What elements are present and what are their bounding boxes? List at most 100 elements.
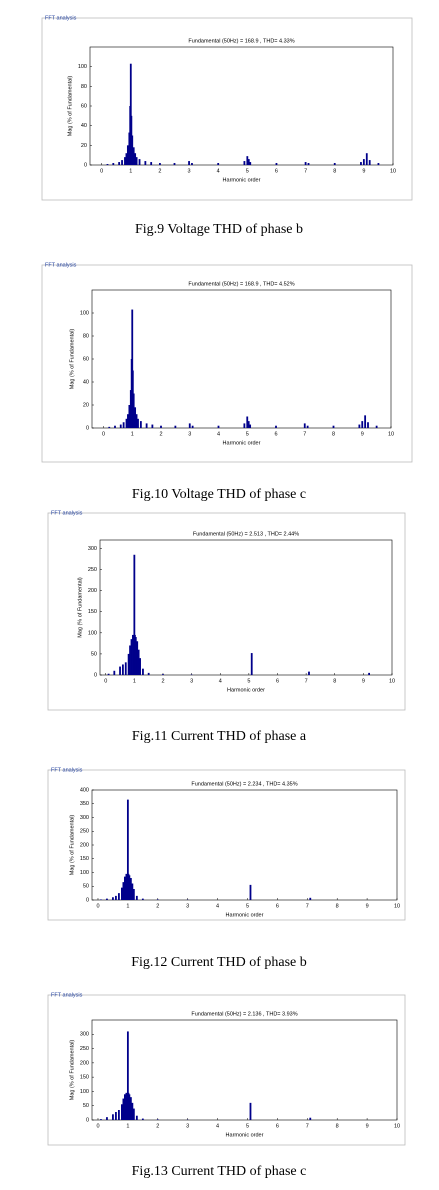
figure-caption: Fig.9 Voltage THD of phase b	[135, 222, 303, 237]
spectrum-bar	[364, 415, 367, 428]
panel-frame	[41, 17, 413, 201]
figure-caption: Fig.13 Current THD of phase c	[132, 1164, 307, 1179]
x-tick-label: 1	[129, 168, 132, 174]
spectrum-bar	[126, 145, 129, 165]
x-tick-label: 5	[246, 903, 249, 909]
spectrum-bar	[124, 662, 127, 675]
x-tick-label: 6	[275, 168, 278, 174]
y-tick-label: 0	[94, 672, 97, 678]
y-tick-label: 40	[81, 123, 87, 129]
y-axis-label: Mag (% of Fundamental)	[77, 577, 83, 638]
spectrum-bar	[151, 424, 154, 428]
y-tick-label: 100	[78, 64, 87, 70]
y-axis-label: Mag (% of Fundamental)	[69, 329, 75, 390]
spectrum-bar	[136, 641, 139, 675]
y-tick-label: 150	[80, 1075, 89, 1081]
spectrum-bar	[156, 899, 159, 900]
spectrum-bar	[131, 135, 134, 165]
spectrum-bar	[309, 1117, 312, 1120]
panel-title: FFT analysis	[45, 15, 77, 21]
x-tick-label: 10	[389, 678, 395, 684]
y-tick-label: 250	[88, 567, 97, 573]
spectrum-bar	[127, 414, 129, 428]
spectrum-bar	[141, 1118, 144, 1120]
spectrum-bar	[162, 674, 164, 675]
spectrum-bar	[122, 1098, 125, 1120]
y-tick-label: 20	[83, 402, 89, 408]
x-tick-label: 9	[366, 903, 369, 909]
spectrum-bar	[174, 425, 177, 428]
x-tick-label: 0	[102, 431, 105, 437]
panel-title: FFT analysis	[51, 767, 83, 773]
spectrum-bar	[108, 426, 111, 428]
spectrum-bar	[129, 63, 132, 165]
spectrum-bar	[131, 1102, 134, 1120]
y-tick-label: 50	[83, 1103, 89, 1109]
spectrum-bar	[368, 672, 370, 675]
x-tick-label: 10	[394, 1123, 400, 1129]
spectrum-bar	[243, 161, 246, 165]
panel-title: FFT analysis	[51, 510, 83, 516]
spectrum-bar	[188, 423, 191, 428]
spectrum-bar	[142, 668, 144, 675]
x-tick-label: 9	[361, 431, 364, 437]
spectrum-bar	[249, 424, 252, 428]
spectrum-bar	[128, 875, 131, 900]
spectrum-bar	[129, 1097, 132, 1120]
y-tick-label: 60	[81, 103, 87, 109]
x-tick-label: 0	[96, 1123, 99, 1129]
spectrum-bar	[106, 1117, 108, 1120]
spectrum-bar	[133, 554, 136, 675]
x-tick-label: 6	[276, 678, 279, 684]
x-tick-label: 8	[333, 678, 336, 684]
x-axis-label: Harmonic order	[227, 687, 265, 693]
spectrum-bar	[191, 425, 194, 428]
x-tick-label: 1	[133, 678, 136, 684]
spectrum-bar	[275, 163, 278, 165]
spectrum-bar	[332, 425, 335, 428]
spectrum-bar	[132, 634, 134, 675]
y-tick-label: 80	[83, 333, 89, 339]
x-tick-label: 10	[394, 903, 400, 909]
spectrum-bar	[132, 393, 135, 428]
figure-caption: Fig.11 Current THD of phase a	[132, 729, 307, 744]
chart-title: Fundamental (50Hz) = 2.136 , THD= 3.93%	[191, 1011, 297, 1017]
x-tick-label: 3	[190, 678, 193, 684]
spectrum-bar	[217, 425, 220, 428]
x-tick-label: 6	[274, 431, 277, 437]
y-tick-label: 80	[81, 84, 87, 90]
y-axis-label: Mag (% of Fundamental)	[69, 1040, 75, 1101]
x-tick-label: 0	[104, 678, 107, 684]
spectrum-bar	[100, 1119, 102, 1120]
spectrum-bar	[129, 645, 131, 675]
x-tick-label: 2	[156, 903, 159, 909]
spectrum-bar	[131, 883, 134, 900]
x-tick-label: 7	[306, 903, 309, 909]
spectrum-bar	[139, 421, 142, 428]
spectrum-bar	[150, 162, 153, 165]
y-tick-label: 60	[83, 356, 89, 362]
spectrum-bar	[139, 658, 141, 675]
x-tick-label: 8	[336, 1123, 339, 1129]
spectrum-bar	[141, 898, 144, 900]
spectrum-bar	[106, 898, 108, 900]
x-tick-label: 8	[332, 431, 335, 437]
spectrum-bar	[134, 637, 137, 675]
spectrum-bar	[247, 421, 250, 428]
y-tick-label: 50	[83, 884, 89, 890]
y-tick-label: 40	[83, 379, 89, 385]
spectrum-bar	[247, 159, 250, 165]
spectrum-bar	[134, 153, 137, 165]
y-tick-label: 300	[88, 546, 97, 552]
x-tick-label: 8	[333, 168, 336, 174]
panel-frame	[41, 264, 413, 463]
spectrum-bar	[246, 156, 249, 165]
spectrum-bar	[156, 1119, 159, 1120]
plot-area	[91, 789, 398, 901]
panel-frame	[47, 769, 406, 921]
y-tick-label: 0	[86, 897, 89, 903]
spectrum-bar	[128, 405, 131, 428]
spectrum-bar	[145, 423, 148, 428]
figure-caption: Fig.10 Voltage THD of phase c	[132, 487, 306, 502]
